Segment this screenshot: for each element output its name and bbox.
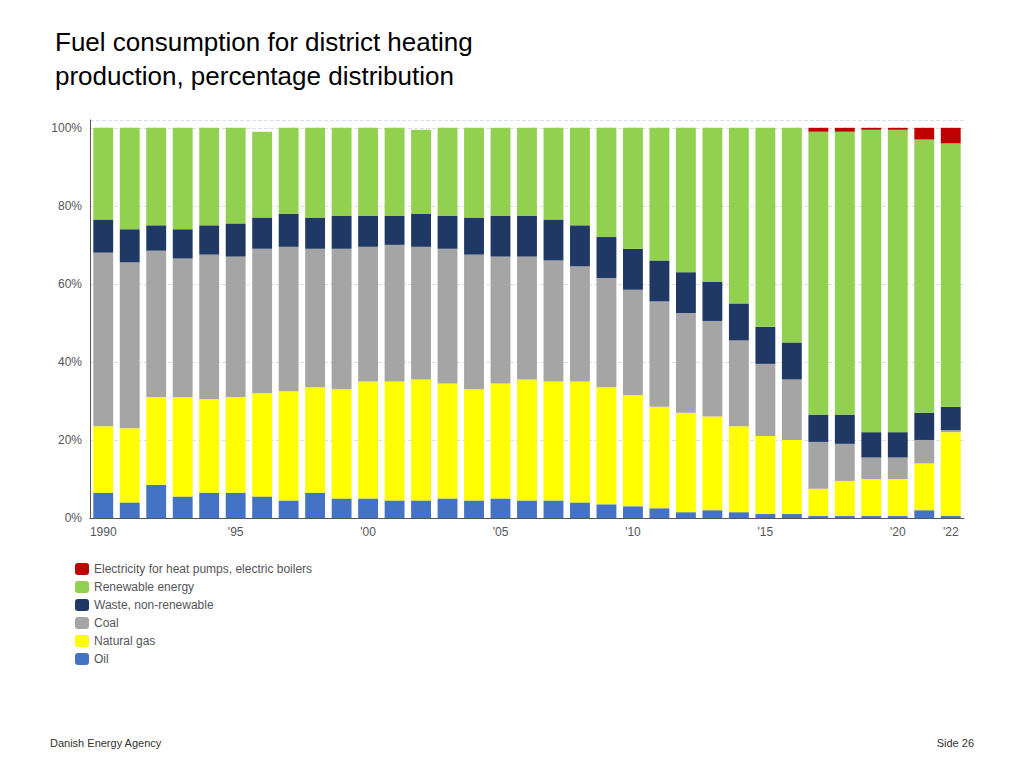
svg-text:Oil: Oil <box>94 652 109 666</box>
svg-text:production, percentage distrib: production, percentage distribution <box>55 61 454 91</box>
svg-text:40%: 40% <box>58 355 82 369</box>
svg-text:'15: '15 <box>758 525 774 539</box>
svg-text:'05: '05 <box>493 525 509 539</box>
svg-text:'00: '00 <box>360 525 376 539</box>
svg-text:60%: 60% <box>58 277 82 291</box>
svg-text:Natural gas: Natural gas <box>94 634 155 648</box>
svg-text:1990: 1990 <box>90 525 117 539</box>
svg-text:Coal: Coal <box>94 616 119 630</box>
svg-text:'95: '95 <box>228 525 244 539</box>
svg-text:Danish Energy Agency: Danish Energy Agency <box>50 737 162 749</box>
svg-text:Side 26: Side 26 <box>937 737 974 749</box>
svg-text:'22: '22 <box>943 525 959 539</box>
svg-text:'10: '10 <box>625 525 641 539</box>
svg-text:80%: 80% <box>58 199 82 213</box>
svg-text:0%: 0% <box>65 511 83 525</box>
svg-text:Renewable energy: Renewable energy <box>94 580 194 594</box>
svg-text:20%: 20% <box>58 433 82 447</box>
svg-text:Fuel consumption for district: Fuel consumption for district heating <box>55 27 473 57</box>
svg-text:100%: 100% <box>51 121 82 135</box>
svg-text:Waste, non-renewable: Waste, non-renewable <box>94 598 214 612</box>
svg-text:'20: '20 <box>890 525 906 539</box>
svg-text:Electricity for heat pumps, el: Electricity for heat pumps, electric boi… <box>94 562 312 576</box>
